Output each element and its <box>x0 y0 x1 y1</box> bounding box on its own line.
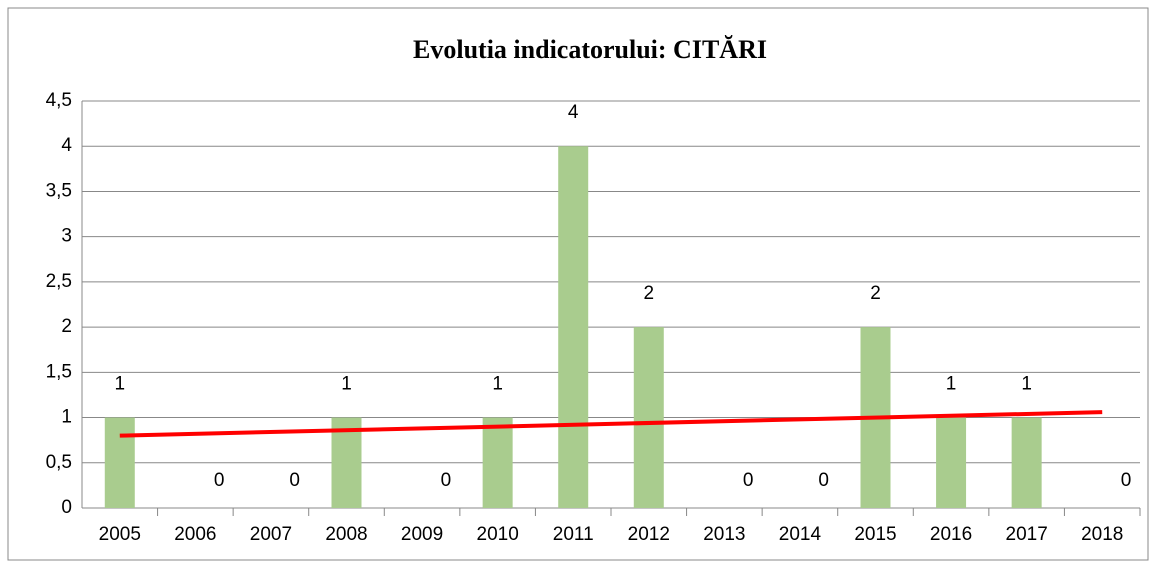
data-label: 1 <box>492 374 503 395</box>
y-tick-label: 3 <box>61 226 72 247</box>
bar <box>482 417 513 508</box>
x-tick-label: 2017 <box>1006 524 1048 545</box>
y-tick-label: 2,5 <box>46 271 72 292</box>
y-tick-label: 3,5 <box>46 180 72 201</box>
x-tick-label: 2008 <box>325 524 367 545</box>
x-tick-label: 2013 <box>703 524 745 545</box>
y-tick-label: 2 <box>61 316 72 337</box>
y-tick-label: 4 <box>61 135 72 156</box>
x-tick-label: 2014 <box>779 524 822 545</box>
y-tick-label: 1,5 <box>46 361 72 382</box>
bar <box>558 146 589 508</box>
x-tick-label: 2010 <box>477 524 519 545</box>
data-label: 4 <box>568 102 579 123</box>
data-label: 0 <box>441 470 452 491</box>
x-tick-label: 2006 <box>174 524 216 545</box>
data-label: 2 <box>643 283 654 304</box>
data-label: 0 <box>1121 470 1132 491</box>
bar <box>936 417 967 508</box>
bar <box>1011 417 1042 508</box>
y-tick-label: 0,5 <box>46 452 72 473</box>
y-tick-label: 0 <box>61 497 72 518</box>
chart-title: Evolutia indicatorului: CITĂRI <box>413 35 767 64</box>
x-tick-label: 2015 <box>854 524 896 545</box>
data-label: 1 <box>341 374 352 395</box>
data-label: 0 <box>289 470 300 491</box>
x-tick-label: 2007 <box>250 524 292 545</box>
bar <box>331 417 362 508</box>
data-label: 2 <box>870 283 881 304</box>
x-tick-label: 2012 <box>628 524 670 545</box>
x-tick-label: 2016 <box>930 524 972 545</box>
y-tick-label: 4,5 <box>46 90 72 111</box>
bar <box>633 327 664 508</box>
trend-line <box>119 410 1103 438</box>
data-label: 0 <box>214 470 225 491</box>
x-tick-label: 2018 <box>1081 524 1123 545</box>
x-tick-label: 2011 <box>553 524 594 545</box>
data-label: 0 <box>743 470 754 491</box>
x-tick-label: 2005 <box>99 524 141 545</box>
bar <box>104 417 135 508</box>
data-label: 1 <box>1021 374 1032 395</box>
data-label: 1 <box>114 374 125 395</box>
y-tick-label: 1 <box>61 407 72 428</box>
data-label: 1 <box>946 374 957 395</box>
data-label: 0 <box>818 470 829 491</box>
x-tick-label: 2009 <box>401 524 443 545</box>
